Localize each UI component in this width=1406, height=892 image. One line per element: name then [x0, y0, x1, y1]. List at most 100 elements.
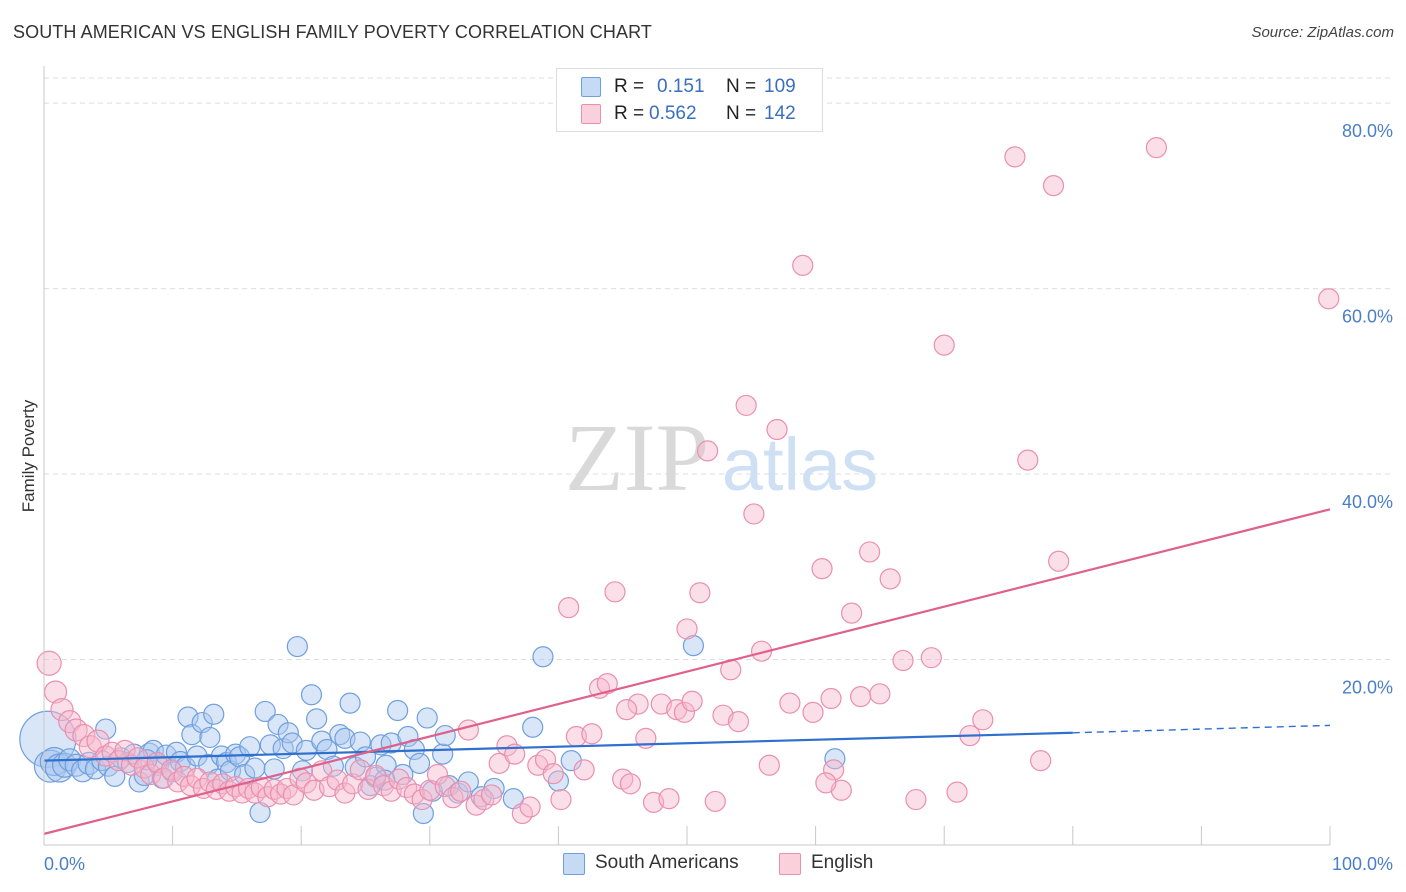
data-point	[658, 788, 680, 810]
data-point	[295, 772, 317, 794]
stats-n-label: N =	[726, 103, 757, 124]
data-point	[426, 763, 449, 786]
data-point	[905, 788, 927, 811]
data-point	[802, 701, 824, 723]
data-point	[682, 635, 705, 657]
data-point	[859, 541, 881, 563]
data-point	[160, 759, 182, 781]
data-point	[152, 767, 175, 789]
x-tick-label-start: 0.0%	[44, 854, 85, 874]
data-point	[596, 673, 618, 695]
data-point	[1004, 146, 1026, 168]
data-point	[815, 772, 837, 794]
data-point	[408, 752, 431, 774]
data-point	[140, 763, 162, 786]
y-tick-label: 60.0%	[1342, 307, 1393, 327]
stats-r-label: R =	[614, 103, 645, 124]
legend-label-english: English	[811, 852, 874, 873]
y-tick-label: 20.0%	[1342, 678, 1393, 698]
data-point	[234, 763, 256, 786]
stats-n-value: 109	[764, 76, 796, 97]
watermark: ZIP atlas	[565, 404, 878, 511]
data-point	[1017, 449, 1039, 471]
data-point	[496, 735, 518, 757]
data-point	[387, 699, 409, 722]
data-point	[1145, 137, 1167, 159]
data-point	[295, 739, 317, 762]
data-point	[519, 796, 541, 818]
data-point	[615, 699, 638, 721]
data-point	[504, 743, 526, 765]
stats-swatch-south-americans	[581, 77, 601, 97]
data-point	[43, 680, 68, 704]
legend-swatch-english	[779, 853, 801, 875]
y-tick-label: 80.0%	[1342, 121, 1393, 141]
data-point	[1030, 750, 1052, 772]
trend-line	[43, 731, 1073, 762]
watermark-zip: ZIP	[565, 404, 709, 511]
watermark-atlas: atlas	[722, 423, 878, 506]
y-tick-label: 40.0%	[1342, 492, 1393, 512]
data-point	[581, 723, 603, 745]
data-point	[534, 749, 557, 771]
data-point	[573, 759, 595, 781]
data-point	[758, 754, 780, 776]
series-english	[36, 137, 1340, 825]
ytick-layer: 20.0% 40.0% 60.0% 80.0%	[1342, 121, 1393, 697]
data-point	[77, 751, 101, 775]
data-point	[1042, 175, 1065, 197]
data-point	[850, 686, 872, 708]
data-point	[432, 743, 454, 765]
data-point	[933, 334, 955, 356]
data-point	[177, 706, 199, 728]
data-point	[879, 568, 901, 590]
data-point	[869, 683, 891, 705]
stats-n-value: 142	[764, 103, 796, 124]
data-point	[203, 703, 225, 725]
stats-box: R = 0.151 N = 109 R = 0.562 N = 142	[556, 68, 823, 132]
stats-r-value: 0.562	[649, 103, 697, 124]
data-point	[95, 718, 117, 740]
data-point	[388, 768, 410, 790]
data-point	[199, 726, 221, 749]
data-point	[488, 752, 510, 774]
data-point	[457, 719, 479, 741]
data-point	[72, 723, 96, 748]
data-point	[824, 748, 846, 770]
data-point	[550, 788, 572, 811]
data-point	[239, 736, 261, 758]
data-point	[480, 784, 503, 806]
stats-n-label: N =	[726, 76, 757, 97]
stats-r-value: 0.151	[657, 76, 705, 97]
chart-source: Source: ZipAtlas.com	[1251, 24, 1394, 41]
data-point	[50, 698, 74, 722]
data-point	[306, 708, 328, 730]
data-point	[920, 647, 942, 669]
data-point	[522, 716, 544, 738]
data-point	[542, 762, 564, 785]
legend-swatch-south-americans	[563, 853, 585, 875]
data-point	[972, 709, 994, 731]
grid-layer	[44, 77, 1393, 845]
data-point	[696, 440, 719, 462]
data-point	[830, 779, 852, 801]
data-point	[727, 711, 750, 733]
data-point	[316, 738, 338, 761]
data-point	[743, 503, 765, 525]
data-point	[604, 581, 626, 603]
data-point	[532, 646, 554, 668]
data-point	[811, 558, 833, 580]
data-point	[416, 707, 438, 729]
data-point	[689, 582, 711, 604]
data-point	[792, 254, 814, 276]
data-point	[779, 692, 801, 714]
stats-r-label: R =	[614, 76, 645, 97]
data-point	[95, 745, 117, 767]
data-point	[244, 757, 266, 779]
data-point	[36, 650, 62, 676]
data-point	[434, 724, 456, 747]
trend-line	[43, 508, 1331, 835]
data-point	[946, 781, 968, 803]
data-point	[735, 394, 757, 417]
data-point	[186, 767, 208, 789]
